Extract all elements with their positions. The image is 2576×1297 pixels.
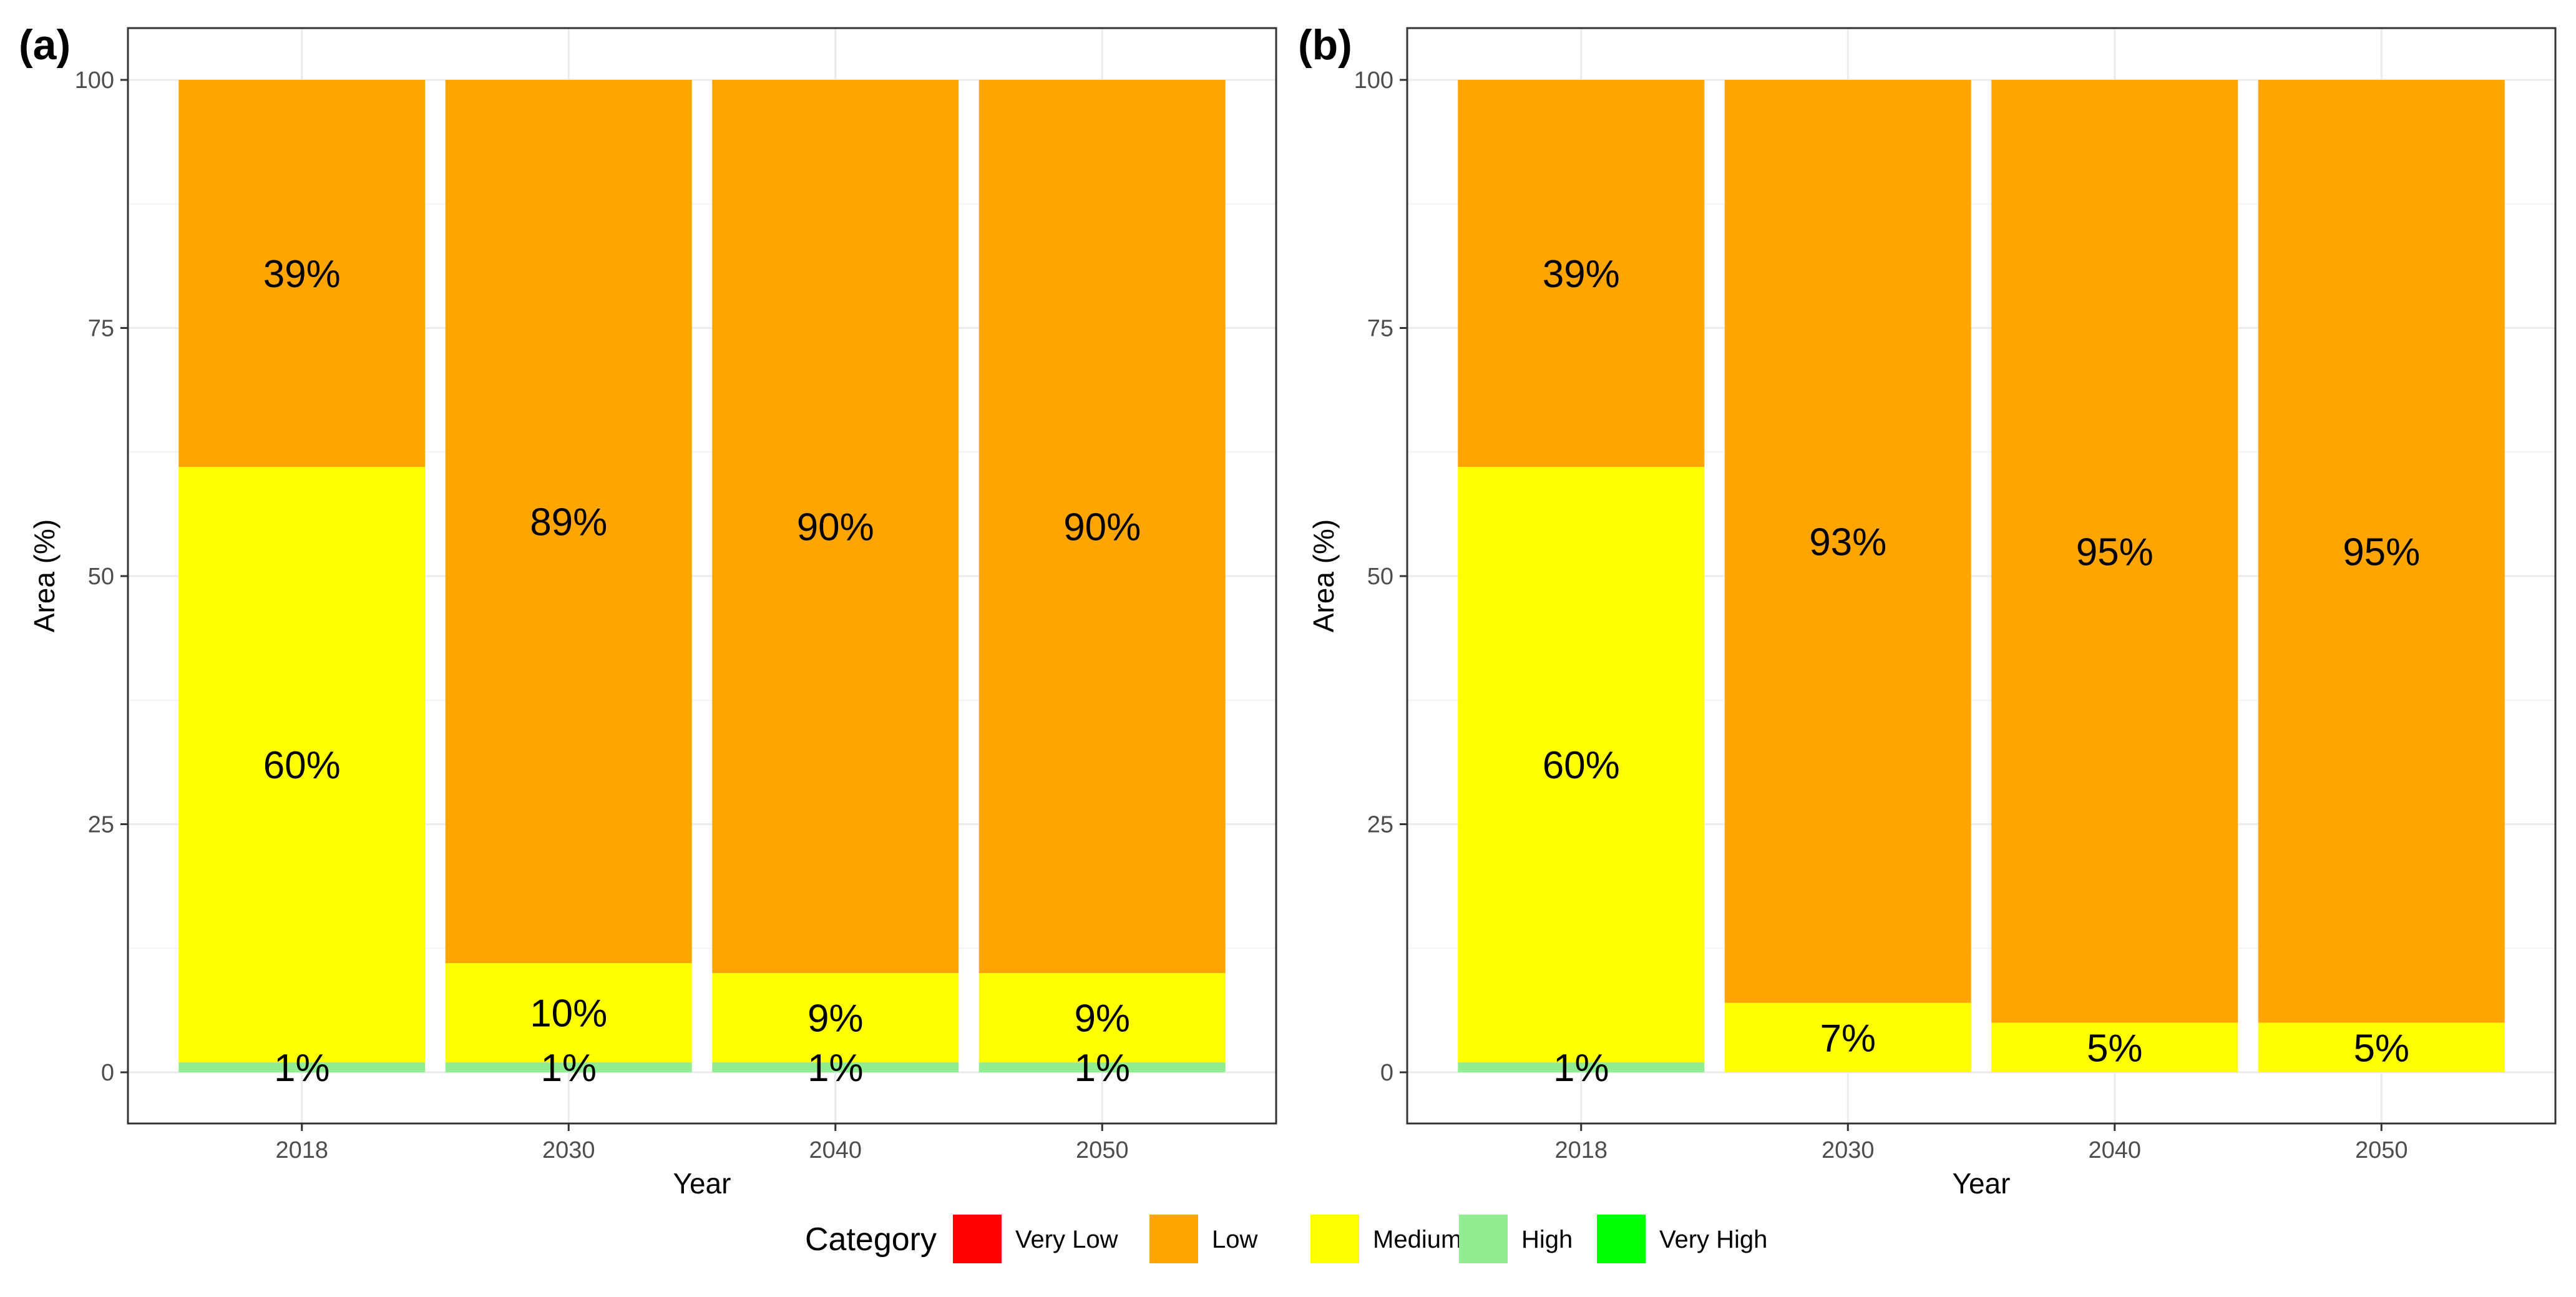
bar-segment-medium [712,973,959,1063]
y-tick-label: 100 [1354,67,1393,94]
data-label: 9% [807,997,864,1040]
bar-segment-low [2258,80,2505,1023]
y-tick-label: 75 [1367,316,1393,342]
bar-segment-high [445,1062,692,1072]
data-label: 1% [1553,1047,1609,1090]
legend: Category Very Low Low Medium High Very High [805,1215,1767,1263]
x-tick-label: 2018 [1554,1137,1608,1163]
bar-segment-low [178,80,426,467]
legend-label: High [1521,1226,1573,1253]
y-tick-label: 100 [75,67,114,94]
panel-b: (b) 1% 60% 39% 7% 93% 5% 95% 5% 95% 0 25 50 75 100 2018… [1298,21,2557,1200]
data-label: 5% [2087,1027,2143,1070]
y-tick-label: 75 [88,316,114,342]
data-label: 1% [540,1047,597,1090]
x-axis-title: Year [1953,1167,2011,1200]
bar-segment-medium [2258,1022,2505,1072]
x-tick-label: 2040 [2088,1137,2141,1163]
bar-segment-medium [178,467,426,1063]
data-label: 90% [1063,506,1141,549]
data-label: 60% [1543,744,1620,787]
y-tick-label: 50 [88,564,114,590]
legend-swatch-very-high [1597,1215,1646,1263]
y-tick-label: 0 [101,1060,114,1086]
data-label: 89% [530,501,607,544]
x-tick-label: 2040 [809,1137,862,1163]
data-label: 95% [2343,531,2420,574]
y-tick-label: 50 [1367,564,1393,590]
bar-segment-low [712,80,959,973]
bar-segment-low [1724,80,1971,1003]
bar-segment-medium [1724,1002,1971,1072]
bar-segment-high [1458,1062,1705,1072]
data-label: 95% [2076,531,2154,574]
x-tick-label: 2050 [1076,1137,1129,1163]
y-axis-title: Area (%) [1307,519,1340,632]
panel-letter: (a) [19,21,71,69]
x-tick-label: 2030 [1822,1137,1875,1163]
bar-segment-low [445,80,692,964]
bar-segment-low [978,80,1226,973]
data-label: 39% [1543,253,1620,296]
bar-segment-high [712,1062,959,1072]
legend-swatch-high [1459,1215,1508,1263]
legend-swatch-low [1149,1215,1198,1263]
data-label: 5% [2353,1027,2409,1070]
legend-label: Very High [1659,1226,1767,1253]
data-label: 9% [1074,997,1130,1040]
data-label: 60% [263,744,341,787]
x-tick-label: 2018 [275,1137,328,1163]
panel-a: (a) 1% 60% 39% 1% 10% 89% 1% 9% 90% 1% 9% 90% 0 25 50 75… [19,21,1277,1200]
y-tick-label: 0 [1380,1060,1393,1086]
y-tick-label: 25 [88,812,114,838]
bar-segment-high [978,1062,1226,1072]
data-label: 10% [530,992,607,1035]
x-tick-label: 2050 [2355,1137,2408,1163]
legend-swatch-medium [1310,1215,1359,1263]
bar-segment-high [178,1062,426,1072]
bar-segment-low [1458,80,1705,467]
y-axis-title: Area (%) [28,519,61,632]
legend-swatch-very-low [953,1215,1002,1263]
y-tick-label: 25 [1367,812,1393,838]
data-label: 1% [274,1047,330,1090]
bar-segment-medium [445,963,692,1063]
x-axis-title: Year [673,1167,731,1200]
data-label: 1% [1074,1047,1130,1090]
panel-letter: (b) [1298,21,1352,69]
bar-segment-medium [1991,1022,2238,1072]
legend-label: Very Low [1015,1226,1118,1253]
bar-segment-medium [978,973,1226,1063]
legend-label: Medium [1373,1226,1461,1253]
bar-segment-medium [1458,467,1705,1063]
data-label: 7% [1820,1017,1876,1060]
data-label: 90% [797,506,874,549]
x-tick-label: 2030 [542,1137,595,1163]
bar-segment-low [1991,80,2238,1023]
data-label: 39% [263,253,341,296]
data-label: 1% [807,1047,864,1090]
legend-label: Low [1212,1226,1257,1253]
legend-title: Category [805,1221,937,1258]
data-label: 93% [1809,521,1886,564]
